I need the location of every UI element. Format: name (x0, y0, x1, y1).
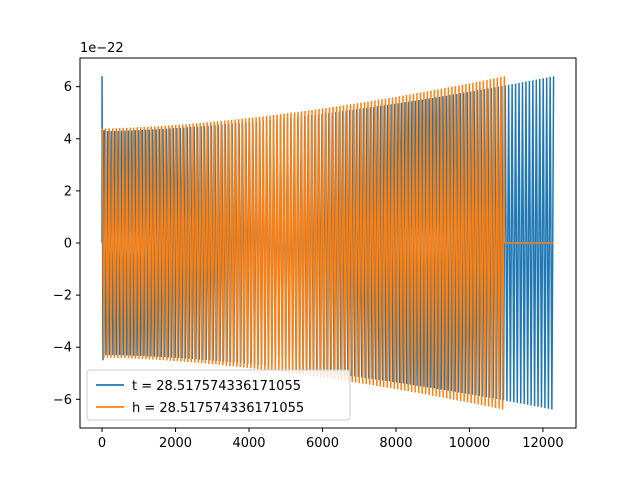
y-tick-label: −6 (53, 393, 72, 408)
legend-label-h: h = 28.517574336171055 (132, 401, 304, 416)
x-axis: 0 2000 4000 6000 8000 10000 12000 (98, 428, 564, 451)
y-tick-label: 2 (64, 184, 72, 199)
y-axis: −6 −4 −2 0 2 4 6 (53, 80, 80, 408)
y-tick-label: 6 (64, 80, 72, 95)
y-tick-label: 0 (64, 237, 72, 252)
y-tick-label: −4 (53, 341, 72, 356)
y-offset-label: 1e−22 (80, 41, 124, 56)
x-tick-label: 12000 (522, 436, 563, 451)
y-tick-label: 4 (64, 132, 72, 147)
legend-label-t: t = 28.517574336171055 (132, 379, 301, 394)
x-tick-label: 6000 (306, 436, 339, 451)
x-tick-label: 8000 (379, 436, 412, 451)
x-tick-label: 0 (98, 436, 106, 451)
series-layer (101, 76, 555, 410)
x-tick-label: 2000 (159, 436, 192, 451)
series-line-h (101, 76, 554, 410)
legend: t = 28.517574336171055 h = 28.5175743361… (86, 369, 351, 421)
x-tick-label: 4000 (232, 436, 265, 451)
x-tick-label: 10000 (449, 436, 490, 451)
legend-frame (86, 369, 351, 421)
y-tick-label: −2 (53, 289, 72, 304)
